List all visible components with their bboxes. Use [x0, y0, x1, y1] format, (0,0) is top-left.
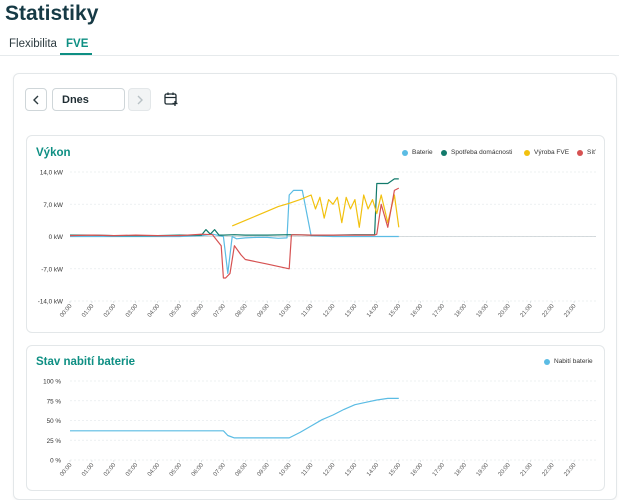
chevron-right-icon: [137, 95, 143, 104]
x-tick-label: 21:00: [520, 462, 535, 478]
y-tick-label: 14,0 kW: [40, 170, 63, 177]
x-tick-label: 15:00: [388, 462, 403, 478]
x-tick-label: 06:00: [191, 303, 206, 319]
y-tick-label: -7,0 kW: [41, 266, 63, 273]
battery-chart-title: Stav nabití baterie: [36, 356, 136, 368]
legend-spotreba[interactable]: Spotřeba domácnosti: [441, 149, 512, 156]
legend-label: Spotřeba domácnosti: [451, 149, 513, 156]
tab-flexibilita[interactable]: Flexibilita: [9, 38, 57, 50]
x-tick-label: 11:00: [301, 462, 315, 478]
battery-chart: 100 % 75 % 50 % 25 % 0 %00:00 01:00 02:00 03:00…: [43, 379, 596, 478]
x-tick-label: 23:00: [563, 462, 578, 478]
x-tick-label: 16:00: [410, 462, 425, 478]
legend-label: Nabití baterie: [554, 358, 593, 365]
date-select[interactable]: Dnes: [52, 88, 125, 111]
y-tick-label: 50 %: [47, 418, 62, 425]
x-tick-label: 20:00: [498, 303, 513, 319]
x-tick-label: 11:00: [301, 303, 315, 319]
tab-bar: Flexibilita FVE: [0, 36, 619, 56]
x-tick-label: 10:00: [278, 462, 293, 478]
x-tick-label: 10:00: [278, 303, 293, 319]
x-tick-label: 06:00: [191, 462, 206, 478]
y-tick-label: 25 %: [47, 438, 62, 445]
battery-chart-card: [26, 345, 605, 491]
series-line-sit[interactable]: [69, 187, 400, 279]
x-tick-label: 14:00: [366, 303, 381, 319]
x-tick-label: 05:00: [169, 303, 184, 319]
x-tick-label: 01:00: [81, 303, 96, 319]
legend-baterie[interactable]: Baterie: [402, 149, 433, 156]
previous-day-button[interactable]: [25, 88, 47, 111]
series-line-vyroba-fve[interactable]: [231, 194, 400, 228]
chevron-left-icon: [33, 95, 39, 104]
x-tick-label: 20:00: [498, 462, 513, 478]
x-tick-label: 15:00: [388, 303, 403, 319]
x-tick-label: 19:00: [476, 303, 491, 319]
x-tick-label: 18:00: [454, 462, 469, 478]
y-tick-label: 100 %: [43, 379, 61, 386]
y-tick-label: 75 %: [47, 398, 62, 405]
active-tab-indicator: [60, 53, 92, 55]
x-tick-label: 05:00: [169, 462, 184, 478]
legend-sit[interactable]: Síť: [577, 149, 596, 156]
x-tick-label: 08:00: [235, 303, 250, 319]
x-tick-label: 04:00: [147, 462, 162, 478]
legend-nabiti[interactable]: Nabití baterie: [544, 358, 593, 365]
series-line-nabiti-baterie[interactable]: [70, 397, 399, 439]
legend-label: Baterie: [412, 149, 433, 156]
power-chart-card: [26, 135, 605, 333]
x-tick-label: 23:00: [563, 303, 578, 319]
y-tick-label: -14,0 kW: [38, 299, 63, 306]
y-tick-label: 7,0 kW: [43, 202, 63, 209]
x-tick-label: 02:00: [103, 303, 118, 319]
x-tick-label: 03:00: [125, 462, 140, 478]
x-tick-label: 13:00: [344, 303, 359, 319]
x-tick-label: 17:00: [432, 303, 447, 319]
x-tick-label: 09:00: [257, 303, 272, 319]
x-tick-label: 12:00: [322, 462, 337, 478]
x-tick-label: 07:00: [213, 462, 228, 478]
x-tick-label: 03:00: [125, 303, 140, 319]
page-title: Statistiky: [5, 2, 99, 25]
x-tick-label: 21:00: [520, 303, 535, 319]
legend-label: Síť: [587, 149, 596, 156]
y-tick-label: 0 %: [50, 458, 61, 465]
legend-vyroba[interactable]: Výroba FVE: [524, 149, 569, 156]
x-tick-label: 02:00: [103, 462, 118, 478]
x-tick-label: 17:00: [432, 462, 447, 478]
x-tick-label: 22:00: [541, 303, 556, 319]
next-day-button[interactable]: [128, 88, 151, 111]
x-tick-label: 22:00: [541, 462, 556, 478]
x-tick-label: 19:00: [476, 462, 491, 478]
series-line-baterie[interactable]: [70, 189, 399, 275]
x-tick-label: 04:00: [147, 303, 162, 319]
x-tick-label: 13:00: [344, 462, 359, 478]
calendar-plus-icon[interactable]: [163, 91, 179, 107]
x-tick-label: 14:00: [366, 462, 381, 478]
x-tick-label: 09:00: [257, 462, 272, 478]
x-tick-label: 08:00: [235, 462, 250, 478]
x-tick-label: 18:00: [454, 303, 469, 319]
legend-label: Výroba FVE: [534, 149, 570, 156]
power-chart-title: Výkon: [36, 147, 71, 159]
x-tick-label: 00:00: [59, 462, 74, 478]
tab-fve[interactable]: FVE: [66, 38, 89, 50]
x-tick-label: 01:00: [81, 462, 96, 478]
x-tick-label: 16:00: [410, 303, 425, 319]
x-tick-label: 07:00: [213, 303, 228, 319]
x-tick-label: 12:00: [322, 303, 337, 319]
y-tick-label: 0 kW: [49, 234, 63, 241]
